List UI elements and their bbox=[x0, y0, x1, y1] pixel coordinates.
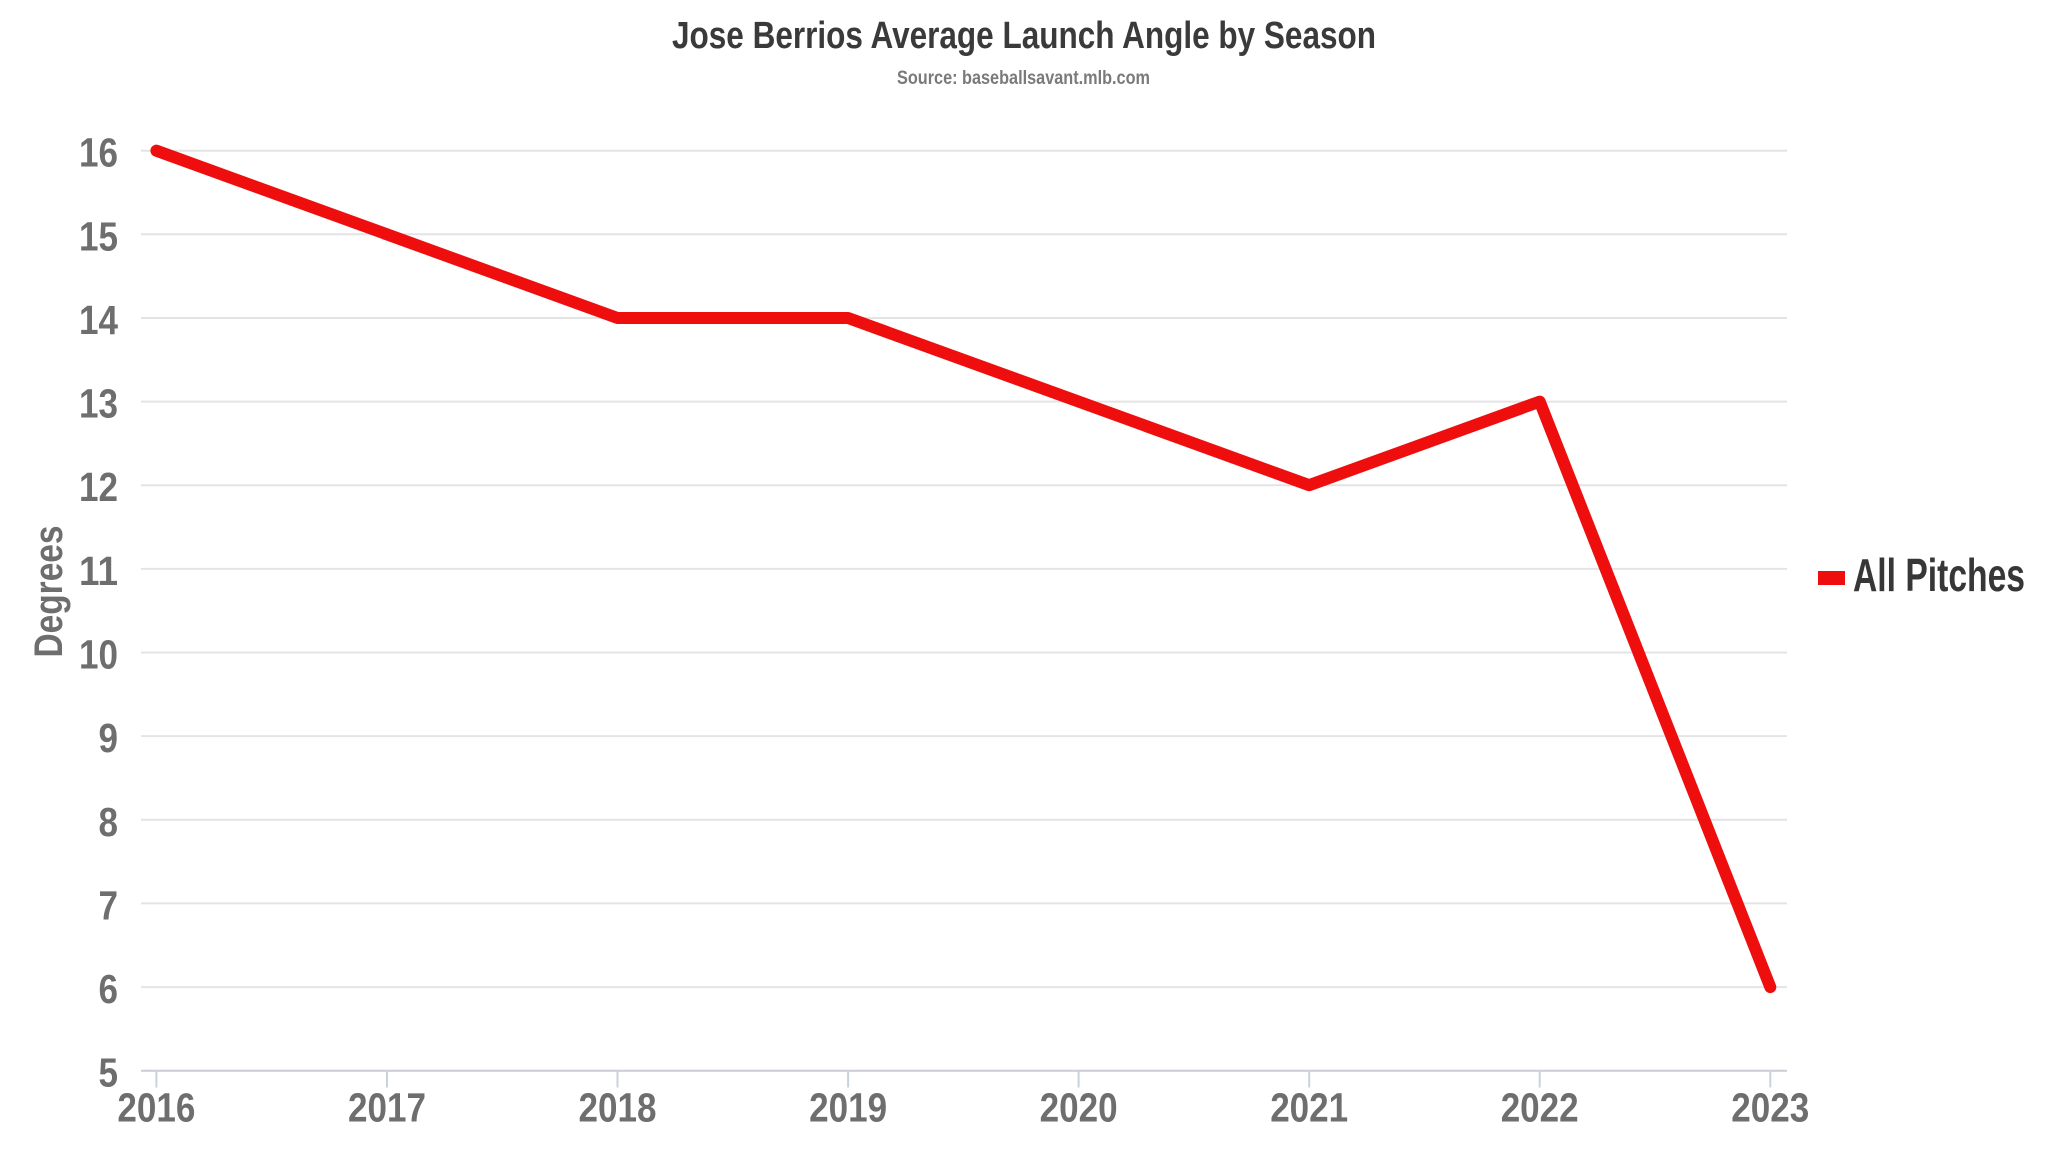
svg-text:2019: 2019 bbox=[809, 1084, 887, 1130]
svg-text:12: 12 bbox=[79, 464, 118, 510]
svg-text:15: 15 bbox=[79, 213, 118, 259]
svg-text:9: 9 bbox=[99, 715, 119, 761]
svg-text:Degrees: Degrees bbox=[27, 526, 71, 658]
svg-text:13: 13 bbox=[79, 381, 118, 427]
svg-text:14: 14 bbox=[79, 297, 118, 343]
svg-text:8: 8 bbox=[99, 799, 119, 845]
svg-text:All Pitches: All Pitches bbox=[1853, 549, 2025, 601]
svg-text:7: 7 bbox=[99, 882, 119, 928]
svg-text:2018: 2018 bbox=[579, 1084, 657, 1130]
svg-text:Source: baseballsavant.mlb.com: Source: baseballsavant.mlb.com bbox=[897, 68, 1150, 89]
svg-text:5: 5 bbox=[99, 1050, 119, 1096]
svg-text:11: 11 bbox=[79, 548, 118, 594]
svg-text:2016: 2016 bbox=[117, 1084, 195, 1130]
svg-text:10: 10 bbox=[79, 632, 118, 678]
svg-text:16: 16 bbox=[79, 130, 118, 176]
svg-text:2020: 2020 bbox=[1040, 1084, 1118, 1130]
svg-text:2021: 2021 bbox=[1270, 1084, 1348, 1130]
svg-text:6: 6 bbox=[99, 966, 119, 1012]
svg-text:2022: 2022 bbox=[1501, 1084, 1579, 1130]
svg-text:2023: 2023 bbox=[1731, 1084, 1809, 1130]
svg-text:Jose Berrios Average Launch An: Jose Berrios Average Launch Angle by Sea… bbox=[672, 15, 1376, 57]
svg-text:2017: 2017 bbox=[348, 1084, 426, 1130]
